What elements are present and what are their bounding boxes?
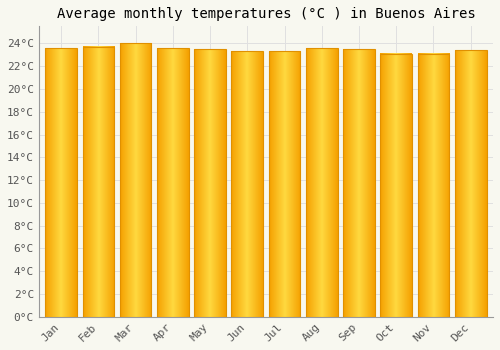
Bar bbox=[455, 50, 486, 317]
Bar bbox=[120, 43, 152, 317]
Bar bbox=[46, 48, 77, 317]
Bar bbox=[343, 49, 375, 317]
Bar bbox=[418, 54, 450, 317]
Bar bbox=[268, 51, 300, 317]
Bar bbox=[306, 48, 338, 317]
Title: Average monthly temperatures (°C ) in Buenos Aires: Average monthly temperatures (°C ) in Bu… bbox=[56, 7, 476, 21]
Bar bbox=[232, 51, 263, 317]
Bar bbox=[82, 47, 114, 317]
Bar bbox=[157, 48, 188, 317]
Bar bbox=[380, 54, 412, 317]
Bar bbox=[194, 49, 226, 317]
